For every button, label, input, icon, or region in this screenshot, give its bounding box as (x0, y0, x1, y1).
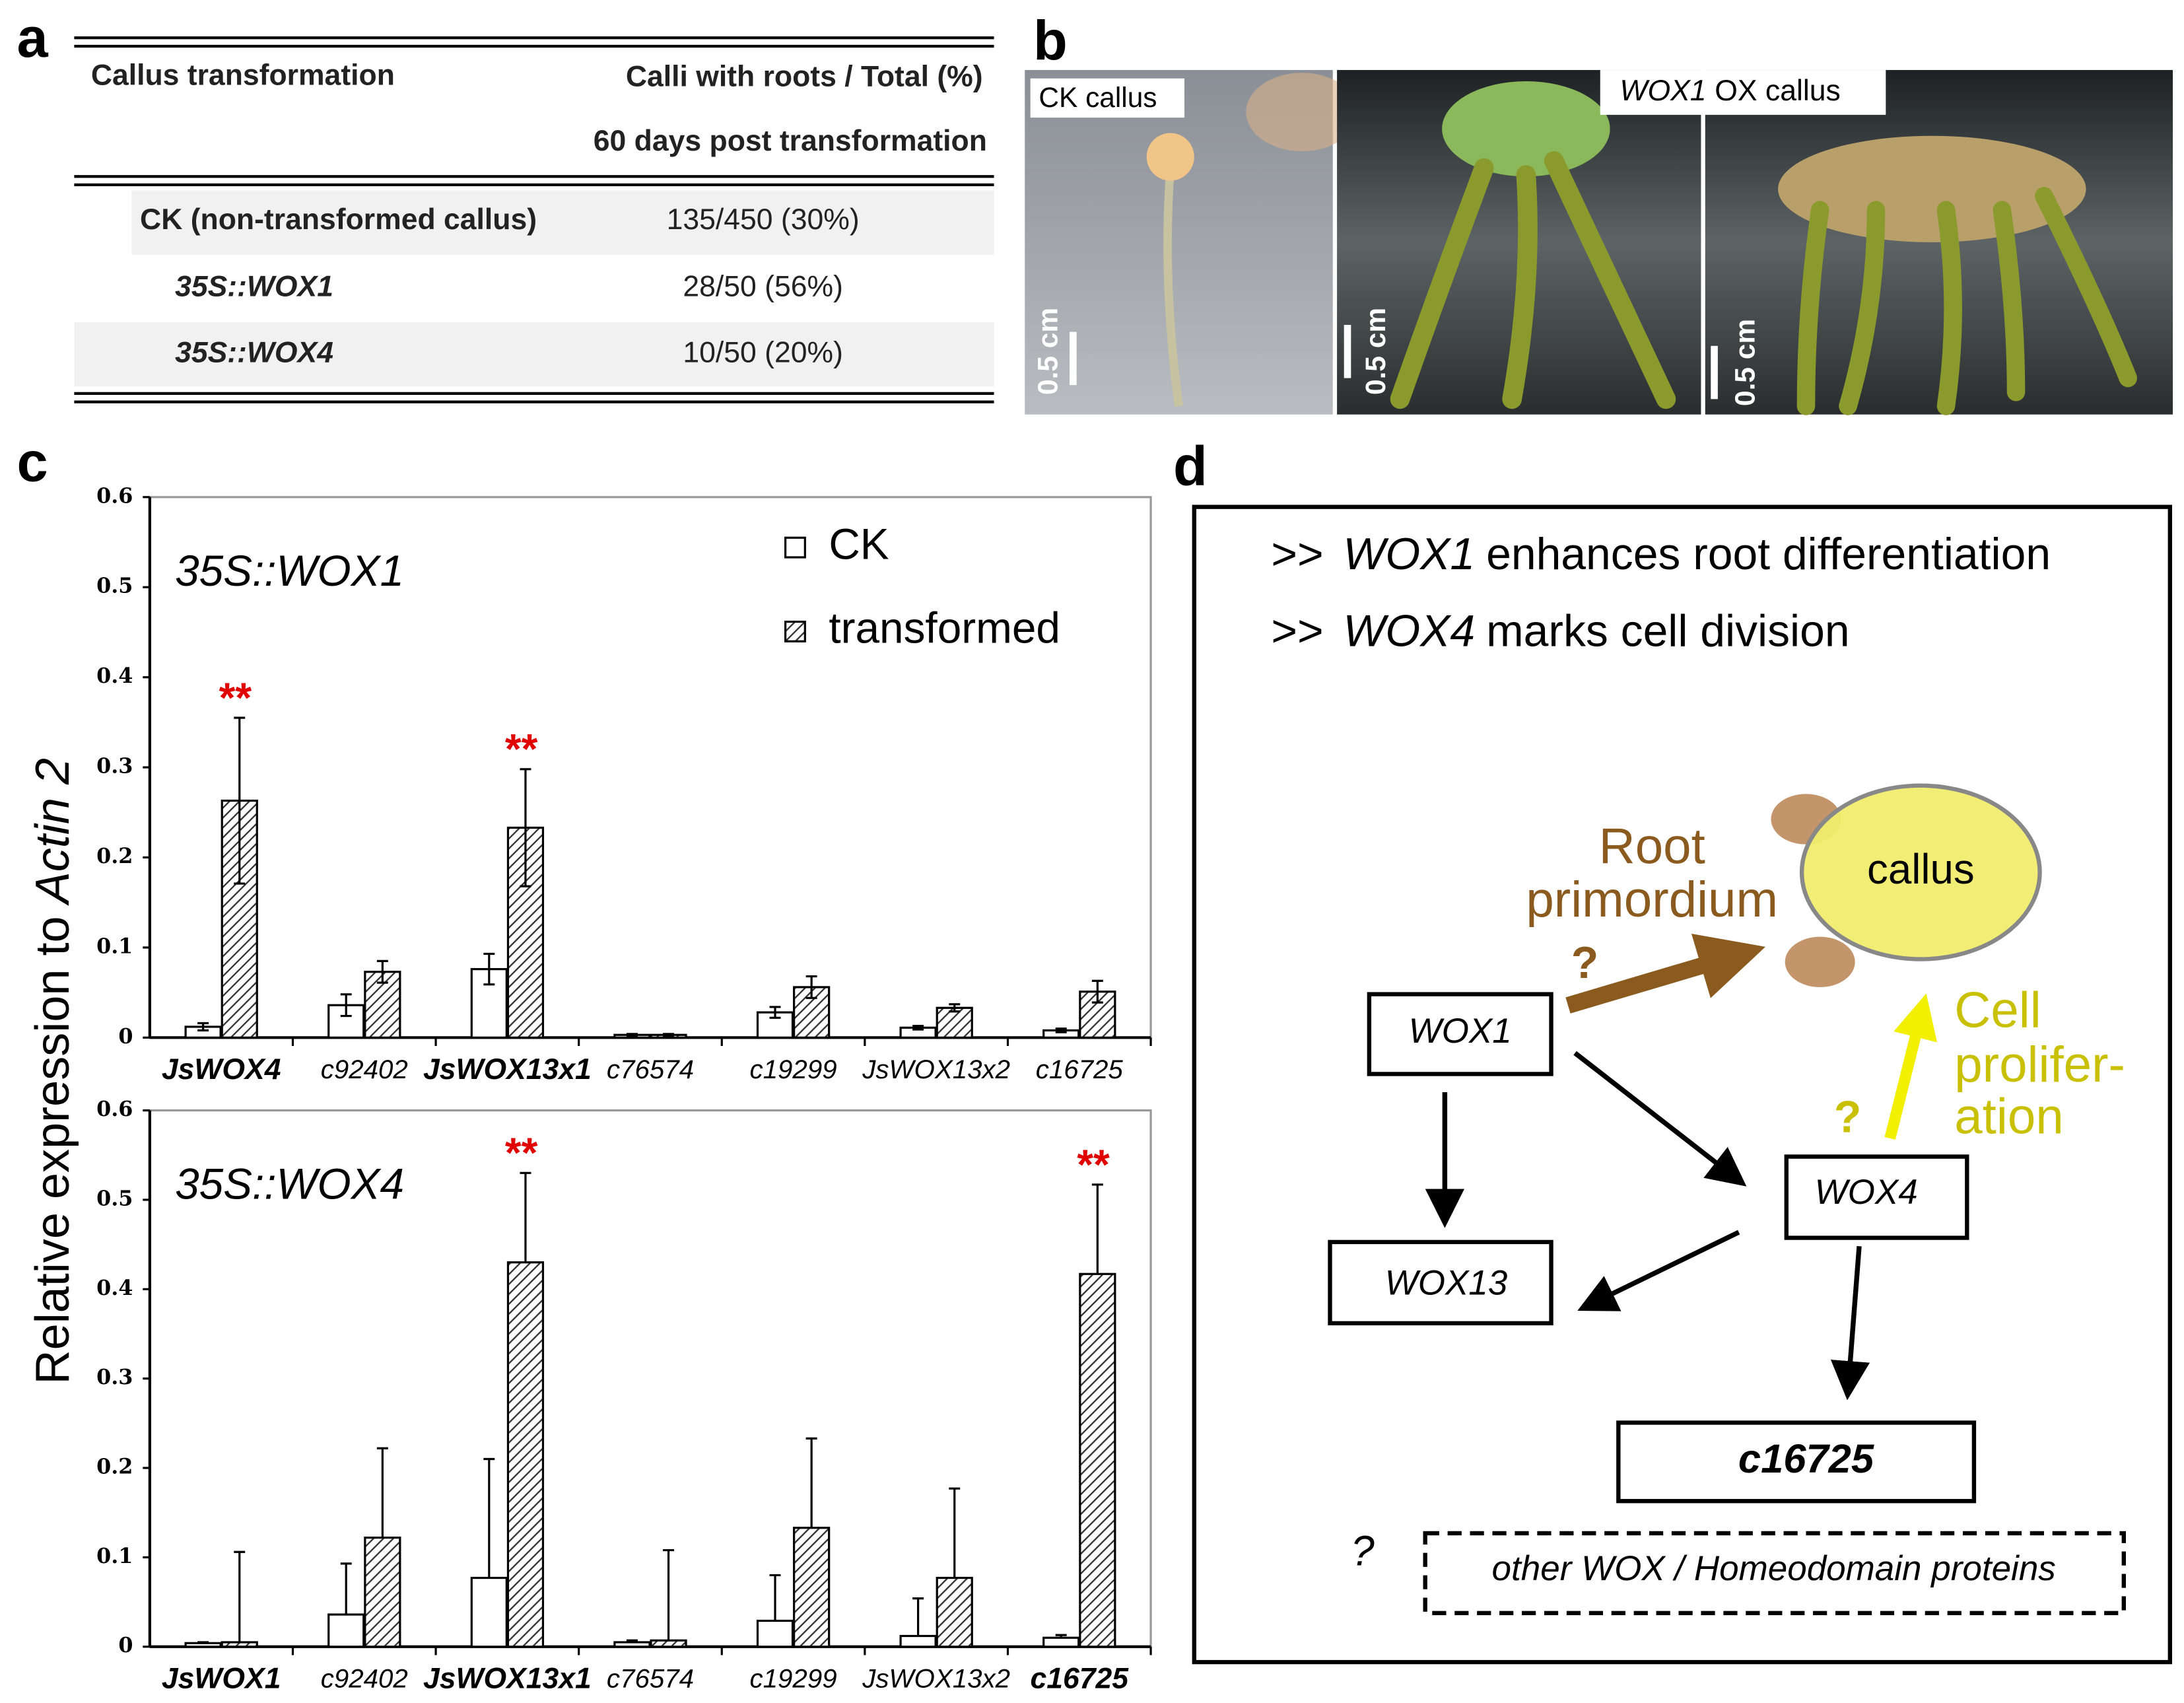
photos: CK callus WOX1 OX callus 0.5 cm 0.5 cm 0.… (1025, 70, 2173, 415)
bar (327, 1613, 365, 1648)
y-tick-label: 0.4 (96, 1276, 133, 1300)
scale-bar-label: 0.5 cm (1033, 308, 1064, 395)
x-tick-label: c19299 (750, 1663, 837, 1693)
x-tick-label: c76574 (607, 1663, 694, 1693)
y-tick-label: 0.6 (96, 483, 133, 508)
photo (1705, 70, 2173, 415)
edge-label: Root (1599, 818, 1705, 874)
bar (1042, 1636, 1080, 1648)
y-tick-label: 0.1 (96, 934, 133, 958)
x-tick-label: JsWOX13x1 (423, 1053, 592, 1086)
diagram: >> WOX1 enhances root differentiation >> WO… (1192, 504, 2172, 1665)
photo-label: WOX1 OX callus (1620, 75, 1840, 107)
bar (506, 1261, 545, 1648)
y-tick-label: 0.2 (96, 844, 133, 868)
edge-label: ation (1954, 1089, 2064, 1145)
photo-label: CK callus (1039, 82, 1157, 113)
y-tick-label: 0.2 (96, 1455, 133, 1479)
chart-title: 35S::WOX1 (175, 546, 404, 595)
x-tick-label: c16725 (1030, 1662, 1129, 1694)
bar (364, 1537, 401, 1648)
x-tick-label: c92402 (321, 1663, 408, 1693)
table-cell: 28/50 (56%) (683, 271, 843, 303)
x-tick-label: JsWOX1 (162, 1662, 281, 1694)
node-label: WOX1 (1409, 1012, 1512, 1051)
node-label: callus (1867, 846, 1975, 893)
statement: >> WOX1 enhances root differentiation (1271, 530, 2051, 579)
node-label: WOX4 (1815, 1173, 1918, 1212)
bar (936, 1006, 973, 1039)
node-label: other WOX / Homeodomain proteins (1492, 1549, 2056, 1588)
node-label: WOX13 (1385, 1264, 1508, 1303)
scale-bar-label: 0.5 cm (1730, 319, 1761, 406)
y-tick-label: 0.6 (96, 1097, 133, 1121)
significance-label: ** (219, 674, 252, 721)
edge-label: Cell (1954, 982, 2041, 1038)
x-tick-label: c16725 (1036, 1055, 1124, 1084)
edge-label: primordium (1526, 872, 1778, 928)
y-tick-label: 0.4 (96, 664, 133, 688)
significance-label: ** (505, 1130, 538, 1177)
panel-label: a (17, 6, 48, 69)
statement: >> WOX4 marks cell division (1271, 607, 1849, 656)
edge-label: ? (1834, 1092, 1861, 1142)
chart-title: 35S::WOX4 (175, 1160, 404, 1208)
panel-label: b (1033, 9, 1068, 71)
bar (470, 1576, 508, 1648)
significance-label: ** (1077, 1141, 1110, 1188)
table-cell: CK (non-transformed callus) (140, 203, 537, 236)
x-tick-label: JsWOX13x1 (423, 1662, 592, 1694)
table: Callus transformation Calli with roots /… (74, 36, 994, 403)
question-mark: ? (1351, 1528, 1375, 1575)
edge-label: prolifer- (1954, 1037, 2125, 1093)
legend-swatch (784, 620, 806, 643)
x-tick-label: c19299 (750, 1055, 837, 1084)
legend-label: CK (829, 519, 889, 568)
x-tick-label: JsWOX13x2 (862, 1663, 1010, 1693)
table-cell: 35S::WOX1 (175, 271, 333, 303)
bar (184, 1642, 222, 1648)
y-axis-label: Relative expression toActin 2 (26, 758, 79, 1385)
bar (936, 1576, 973, 1648)
table-header: Calli with roots / Total (%) (626, 61, 983, 93)
x-tick-label: JsWOX4 (162, 1053, 281, 1086)
node-label: c16725 (1738, 1436, 1874, 1482)
table-cell: 35S::WOX4 (175, 336, 333, 368)
x-tick-label: c92402 (321, 1055, 408, 1084)
x-tick-label: c76574 (607, 1055, 694, 1084)
bar (793, 1527, 831, 1648)
panel-label: c (17, 431, 48, 493)
legend-swatch (784, 536, 806, 559)
bar (221, 1641, 258, 1648)
table-header: Callus transformation (91, 59, 395, 91)
bar (1079, 1272, 1116, 1648)
y-tick-label: 0.3 (96, 1365, 133, 1389)
y-tick-label: 0.5 (96, 574, 133, 598)
table-cell: 135/450 (30%) (667, 203, 860, 236)
bar (613, 1641, 651, 1648)
y-tick-label: 0 (118, 1024, 133, 1049)
table-cell: 10/50 (20%) (683, 336, 843, 368)
legend-label: transformed (829, 604, 1060, 652)
y-tick-label: 0 (118, 1633, 133, 1657)
y-tick-label: 0.1 (96, 1544, 133, 1568)
y-tick-label: 0.3 (96, 754, 133, 779)
significance-label: ** (505, 726, 538, 773)
panel-label: d (1173, 434, 1208, 497)
table-header: 60 days post transformation (594, 125, 987, 157)
bar (756, 1619, 794, 1648)
y-tick-label: 0.5 (96, 1186, 133, 1210)
scale-bar-label: 0.5 cm (1360, 308, 1391, 395)
edge-label: ? (1571, 938, 1598, 988)
x-tick-label: JsWOX13x2 (862, 1055, 1010, 1084)
bar (899, 1634, 937, 1648)
bar (650, 1639, 687, 1648)
